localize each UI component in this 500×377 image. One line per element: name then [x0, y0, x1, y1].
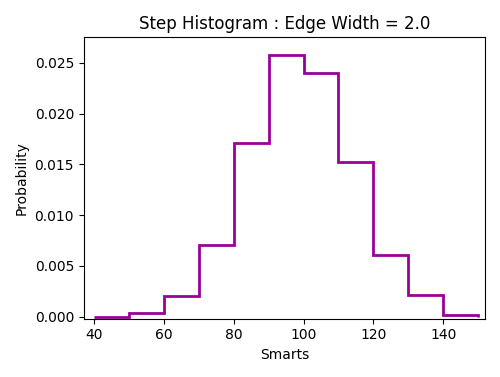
Y-axis label: Probability: Probability: [15, 141, 29, 215]
X-axis label: Smarts: Smarts: [260, 348, 309, 362]
Title: Step Histogram : Edge Width = 2.0: Step Histogram : Edge Width = 2.0: [138, 15, 430, 33]
